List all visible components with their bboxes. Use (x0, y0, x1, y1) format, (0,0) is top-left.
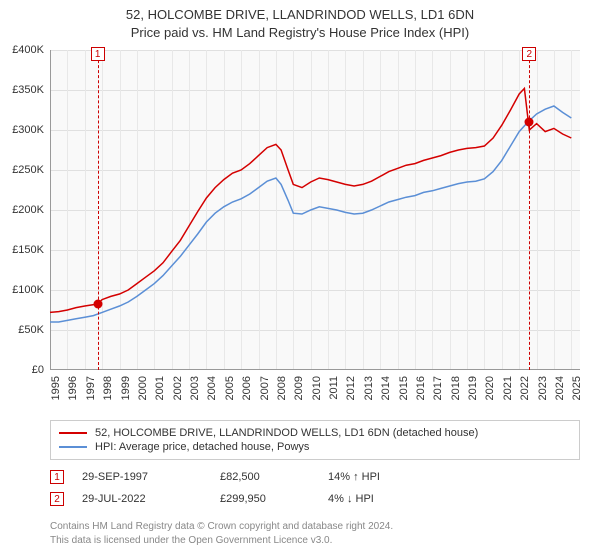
line-plot-svg (50, 50, 580, 370)
x-axis-label: 2014 (380, 376, 392, 400)
x-axis-label: 1999 (120, 376, 132, 400)
legend-entry-2: HPI: Average price, detached house, Powy… (59, 440, 571, 454)
event-hpi-1: 14% ↑ HPI (328, 471, 418, 483)
event-row-1: 1 29-SEP-1997 £82,500 14% ↑ HPI (50, 466, 580, 488)
event-row-2: 2 29-JUL-2022 £299,950 4% ↓ HPI (50, 488, 580, 510)
x-axis-label: 2004 (206, 376, 218, 400)
footer-line-2: This data is licensed under the Open Gov… (50, 534, 580, 548)
x-axis-label: 2025 (571, 376, 583, 400)
y-axis-label: £250K (12, 164, 44, 176)
chart-point-marker-2 (525, 118, 534, 127)
chart-container: 52, HOLCOMBE DRIVE, LLANDRINDOD WELLS, L… (0, 0, 600, 560)
x-axis-label: 2001 (154, 376, 166, 400)
y-axis-label: £0 (32, 364, 44, 376)
y-axis-label: £100K (12, 284, 44, 296)
legend-box: 52, HOLCOMBE DRIVE, LLANDRINDOD WELLS, L… (50, 420, 580, 460)
x-axis-label: 2016 (415, 376, 427, 400)
x-axis-label: 1998 (102, 376, 114, 400)
x-axis-label: 2022 (519, 376, 531, 400)
legend-swatch-1 (59, 432, 87, 434)
x-axis-label: 2008 (276, 376, 288, 400)
event-date-2: 29-JUL-2022 (82, 493, 202, 505)
event-marker-2: 2 (50, 492, 64, 506)
x-axis-label: 2024 (554, 376, 566, 400)
legend-entry-1: 52, HOLCOMBE DRIVE, LLANDRINDOD WELLS, L… (59, 426, 571, 440)
y-axis-label: £200K (12, 204, 44, 216)
footer-line-1: Contains HM Land Registry data © Crown c… (50, 520, 580, 534)
chart-marker-box-1: 1 (91, 47, 105, 61)
x-axis-label: 2006 (241, 376, 253, 400)
event-hpi-2: 4% ↓ HPI (328, 493, 418, 505)
x-axis-label: 2005 (224, 376, 236, 400)
legend-label-2: HPI: Average price, detached house, Powy… (95, 441, 309, 453)
x-axis-label: 2010 (311, 376, 323, 400)
x-axis-label: 2015 (398, 376, 410, 400)
x-axis-label: 2018 (450, 376, 462, 400)
chart-area: 12 £0£50K£100K£150K£200K£250K£300K£350K£… (50, 50, 580, 370)
x-axis-label: 2002 (172, 376, 184, 400)
y-axis-label: £50K (18, 324, 44, 336)
y-axis-label: £150K (12, 244, 44, 256)
title-subtitle: Price paid vs. HM Land Registry's House … (0, 24, 600, 42)
chart-marker-box-2: 2 (522, 47, 536, 61)
x-axis-label: 2013 (363, 376, 375, 400)
x-axis-label: 2021 (502, 376, 514, 400)
reference-line-2 (529, 50, 530, 370)
x-axis-label: 2003 (189, 376, 201, 400)
event-price-2: £299,950 (220, 493, 310, 505)
x-axis-label: 2009 (293, 376, 305, 400)
chart-point-marker-1 (93, 300, 102, 309)
x-axis-label: 2019 (467, 376, 479, 400)
event-date-1: 29-SEP-1997 (82, 471, 202, 483)
x-axis-label: 1995 (50, 376, 62, 400)
x-axis-label: 2023 (537, 376, 549, 400)
events-table: 1 29-SEP-1997 £82,500 14% ↑ HPI 2 29-JUL… (50, 466, 580, 510)
x-axis-label: 1997 (85, 376, 97, 400)
x-axis-label: 2007 (259, 376, 271, 400)
x-axis-label: 1996 (67, 376, 79, 400)
legend-swatch-2 (59, 446, 87, 448)
series-line-0 (50, 88, 571, 312)
y-axis-label: £400K (12, 44, 44, 56)
reference-line-1 (98, 50, 99, 370)
x-axis-label: 2017 (432, 376, 444, 400)
y-axis-label: £300K (12, 124, 44, 136)
y-axis-label: £350K (12, 84, 44, 96)
title-address: 52, HOLCOMBE DRIVE, LLANDRINDOD WELLS, L… (0, 6, 600, 24)
legend-label-1: 52, HOLCOMBE DRIVE, LLANDRINDOD WELLS, L… (95, 427, 478, 439)
footer-attribution: Contains HM Land Registry data © Crown c… (50, 520, 580, 547)
event-marker-1: 1 (50, 470, 64, 484)
x-axis-label: 2011 (328, 376, 340, 400)
x-axis-label: 2020 (484, 376, 496, 400)
x-axis-label: 2000 (137, 376, 149, 400)
event-price-1: £82,500 (220, 471, 310, 483)
x-axis-label: 2012 (345, 376, 357, 400)
title-block: 52, HOLCOMBE DRIVE, LLANDRINDOD WELLS, L… (0, 0, 600, 42)
